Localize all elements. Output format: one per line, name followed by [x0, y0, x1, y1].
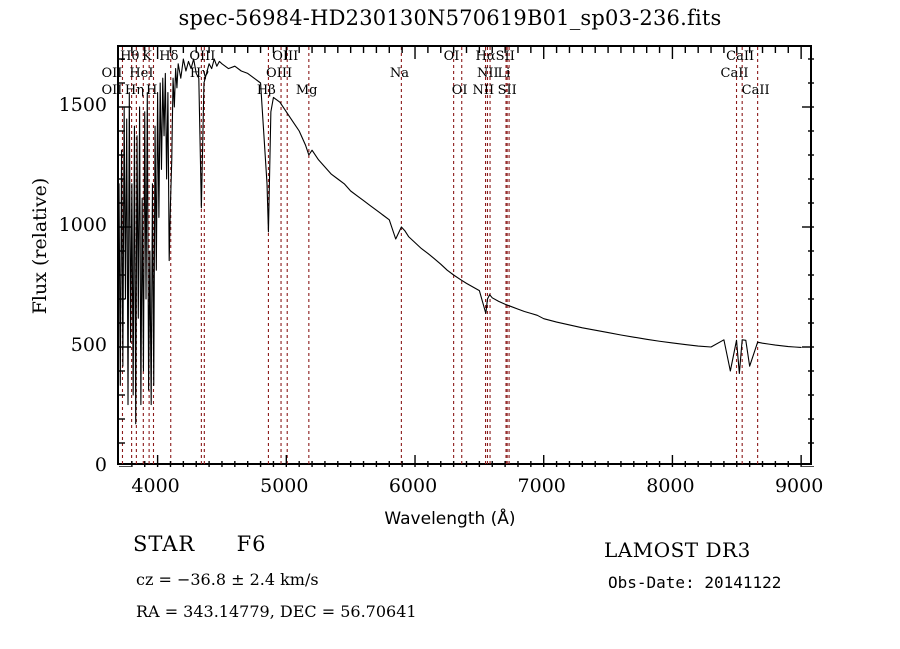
spectral-line-label: OIII: [272, 49, 299, 64]
spectral-line-label: K: [142, 49, 152, 64]
y-tick-label: 1000: [58, 214, 107, 236]
radec-value: RA = 343.14779, DEC = 56.70641: [136, 602, 417, 621]
axis-ticks-group: [119, 47, 814, 467]
spectral-line-label: OIII: [266, 66, 293, 81]
spectrum-trace: [119, 58, 802, 425]
spectral-line-label: NII: [472, 83, 495, 98]
spectral-line-label: SII: [497, 83, 517, 98]
spectral-line-label: OI: [443, 49, 460, 64]
spectral-line-label: H: [145, 83, 158, 98]
object-type: STAR: [133, 532, 196, 556]
spectral-line-label: HeI: [129, 66, 154, 81]
spectrum-svg: [119, 47, 814, 467]
cz-value: cz = −36.8 ± 2.4 km/s: [136, 570, 319, 589]
x-tick-label: 8000: [646, 475, 695, 497]
page-title: spec-56984-HD230130N570619B01_sp03-236.f…: [178, 6, 722, 30]
spectral-line-label: Hα: [475, 49, 496, 64]
y-tick-label: 1500: [58, 94, 107, 116]
spectral-line-label: CaII: [741, 83, 770, 98]
spectral-line-label: Hβ: [256, 83, 276, 98]
y-tick-label: 0: [94, 454, 107, 476]
spectral-line-label: Hθ: [120, 49, 140, 64]
spectral-line-label: OI: [451, 83, 468, 98]
marker-lines-group: [121, 47, 759, 467]
y-axis-title: Flux (relative): [29, 177, 51, 315]
spectral-line-label: Hη: [124, 83, 145, 98]
spectral-line-label: Hδ: [159, 49, 179, 64]
x-tick-label: 4000: [131, 475, 180, 497]
spectral-line-label: OII: [101, 83, 123, 98]
y-tick-label: 500: [70, 334, 107, 356]
x-tick-label: 7000: [517, 475, 566, 497]
spectral-line-label: Na: [389, 66, 410, 81]
x-axis-title: Wavelength (Å): [384, 509, 516, 529]
obsdate-label: Obs-Date: 20141122: [608, 573, 782, 592]
spectral-line-label: CaII: [726, 49, 755, 64]
x-tick-label: 9000: [774, 475, 824, 497]
spectral-line-label: Hγ: [189, 66, 209, 81]
spectral-line-label: OII: [101, 66, 123, 81]
spectral-line-label: Mg: [295, 83, 318, 98]
survey-label: LAMOST DR3: [604, 538, 751, 562]
plot-frame: [117, 45, 814, 467]
x-tick-label: 6000: [388, 475, 438, 497]
spectral-line-label: CaII: [720, 66, 749, 81]
x-tick-label: 5000: [260, 475, 309, 497]
spectral-line-label: OIII: [189, 49, 216, 64]
spectral-line-label: SII: [495, 49, 515, 64]
object-subclass: F6: [236, 532, 267, 556]
spectral-line-label: Li: [497, 66, 511, 81]
object-type-label: STAR F6: [133, 532, 267, 556]
spectral-line-label: NII: [477, 66, 499, 81]
